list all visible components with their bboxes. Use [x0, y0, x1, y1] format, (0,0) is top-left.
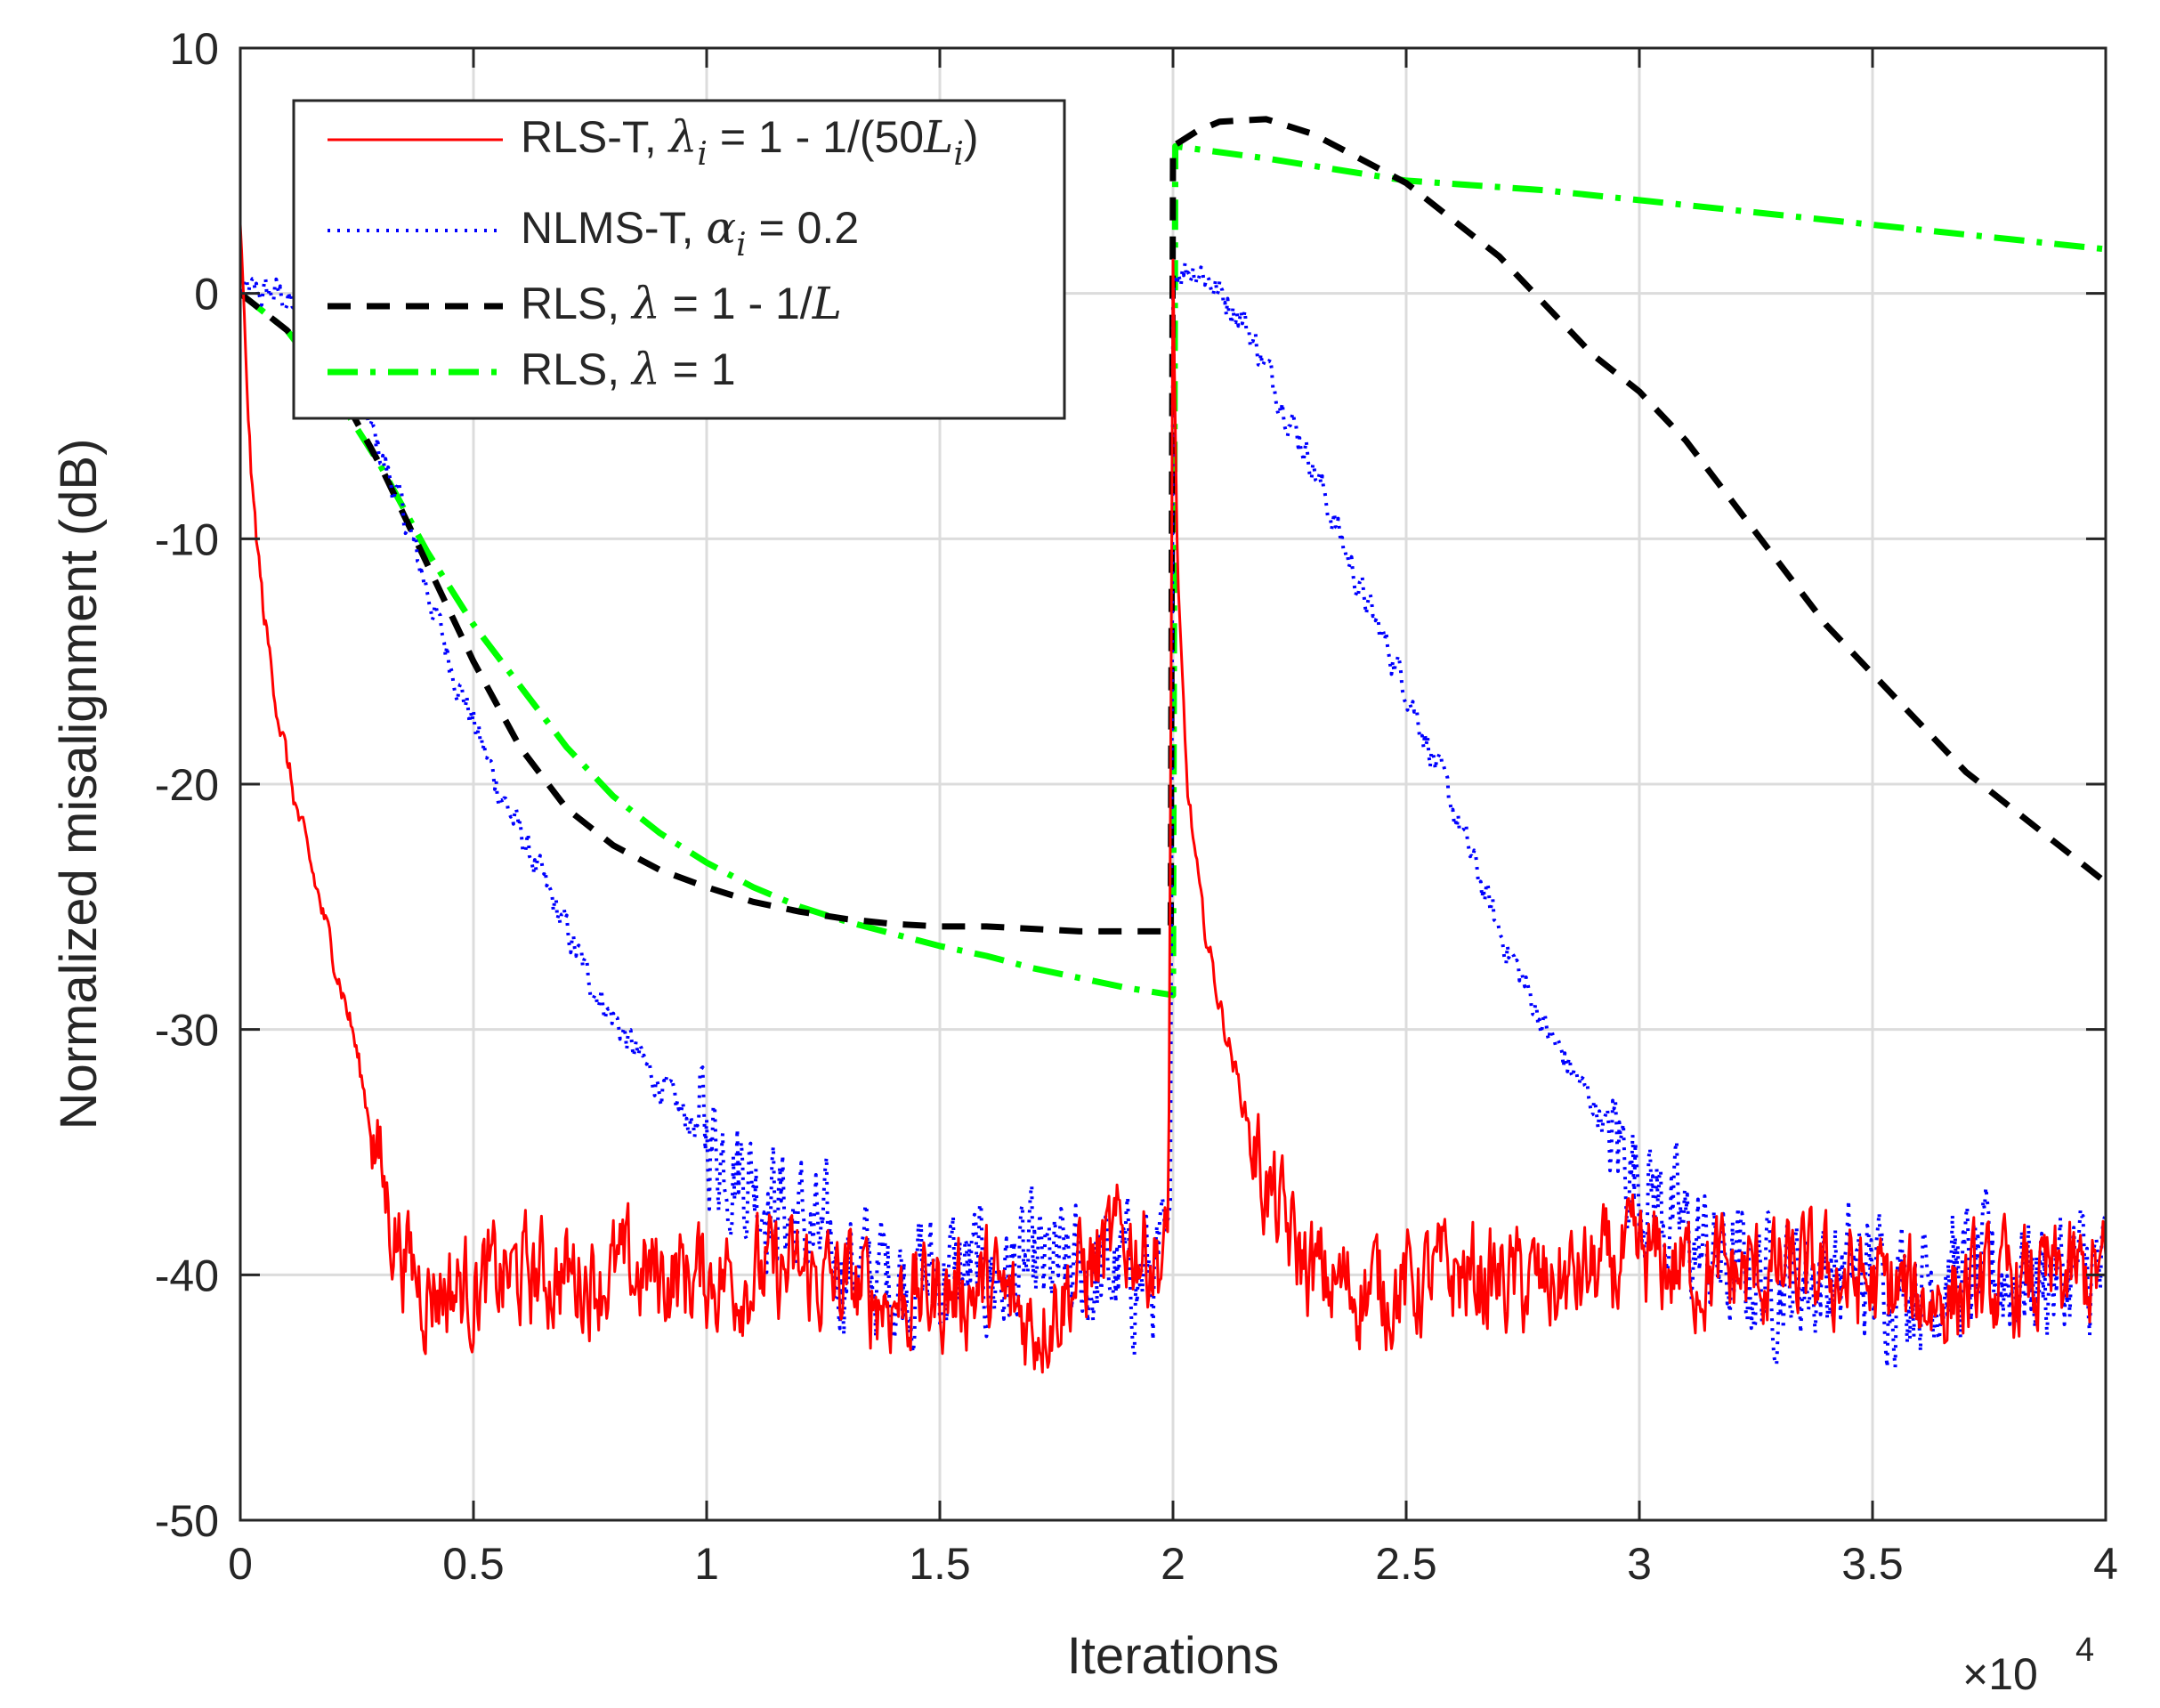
- y-tick-labels: 10 0 -10 -20 -30 -40 -50: [155, 24, 219, 1546]
- x-tick-label: 2.5: [1375, 1539, 1437, 1589]
- x-tick-label: 3.5: [1841, 1539, 1904, 1589]
- x-axis-label: Iterations: [1067, 1627, 1280, 1685]
- y-tick-label: -40: [155, 1251, 219, 1300]
- x-exponent-label: ×10 4: [1962, 1631, 2094, 1699]
- y-axis-label: Normalized misalignment (dB): [50, 439, 108, 1130]
- legend-box: [292, 99, 1066, 420]
- x-tick-label: 3: [1627, 1539, 1652, 1589]
- series-group: [240, 116, 2106, 1374]
- y-tick-label: 10: [169, 24, 219, 74]
- y-tick-label: -30: [155, 1006, 219, 1056]
- x-tick-label: 2: [1161, 1539, 1185, 1589]
- x-tick-label: 0.5: [442, 1539, 505, 1589]
- series-line-2: [240, 116, 2106, 935]
- x-tick-label: 1.5: [909, 1539, 971, 1589]
- legend-label-3: RLS, λ = 1: [521, 344, 736, 395]
- legend-label-1: NLMS-T, αi = 0.2: [521, 202, 859, 263]
- x-exponent-base: ×10: [1962, 1649, 2038, 1699]
- y-tick-label: -10: [155, 514, 219, 564]
- legend: RLS-T, λi = 1 - 1/(50Li) NLMS-T, αi = 0.2…: [292, 99, 1066, 420]
- x-tick-label: 0: [228, 1539, 253, 1589]
- y-tick-label: -20: [155, 760, 219, 810]
- legend-label-2: RLS, λ = 1 - 1/L: [521, 278, 842, 329]
- series-line-3: [240, 142, 2106, 999]
- y-tick-label: 0: [194, 270, 219, 320]
- legend-label-0: RLS-T, λi = 1 - 1/(50Li): [521, 111, 979, 173]
- x-tick-label: 1: [694, 1539, 719, 1589]
- legend-entries: RLS-T, λi = 1 - 1/(50Li) NLMS-T, αi = 0.2…: [328, 111, 979, 395]
- x-tick-labels: 0 0.5 1 1.5 2 2.5 3 3.5 4: [228, 1539, 2118, 1589]
- tick-marks: [239, 46, 2107, 1522]
- series-line-0: [240, 223, 2106, 1374]
- y-tick-label: -50: [155, 1496, 219, 1546]
- x-exponent-power: 4: [2075, 1631, 2094, 1669]
- x-tick-label: 4: [2093, 1539, 2118, 1589]
